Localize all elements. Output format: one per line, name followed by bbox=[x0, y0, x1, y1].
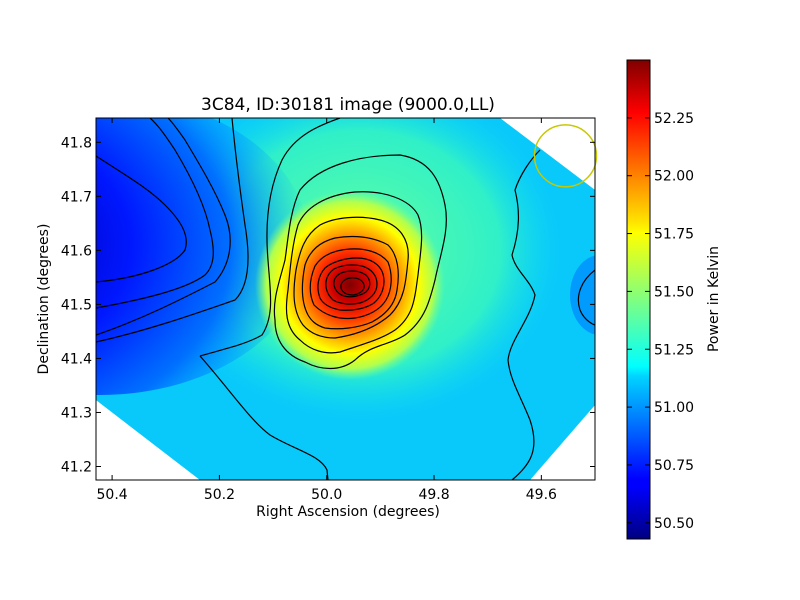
contour-lines bbox=[96, 118, 595, 480]
y-axis: 41.2 41.3 41.4 41.5 41.6 41.7 41.8 bbox=[61, 135, 595, 475]
colorbar-tick-label: 52.00 bbox=[654, 169, 694, 185]
y-tick-label: 41.5 bbox=[61, 297, 92, 313]
x-tick-label: 50.0 bbox=[311, 487, 342, 503]
y-axis-label: Declination (degrees) bbox=[36, 224, 52, 375]
x-axis: 50.4 50.2 50.0 49.8 49.6 bbox=[97, 118, 557, 503]
beam-circle bbox=[533, 124, 598, 188]
colorbar-tick-label: 50.50 bbox=[654, 516, 694, 532]
x-tick-label: 50.4 bbox=[97, 487, 128, 503]
colorbar-tick-label: 52.25 bbox=[654, 111, 694, 127]
chart-title: 3C84, ID:30181 image (9000.0,LL) bbox=[201, 95, 495, 115]
colorbar-label: Power in Kelvin bbox=[706, 246, 722, 352]
y-tick-label: 41.7 bbox=[61, 189, 92, 205]
colorbar-tick-label: 50.75 bbox=[654, 458, 694, 474]
y-tick-label: 41.2 bbox=[61, 459, 92, 475]
colorbar-ticks: 50.50 50.75 51.00 51.25 51.50 51.75 52.00 52.25 bbox=[627, 111, 694, 532]
colorbar-tick-label: 51.25 bbox=[654, 342, 694, 358]
colorbar-tick-label: 51.75 bbox=[654, 227, 694, 243]
x-axis-label: Right Ascension (degrees) bbox=[256, 504, 440, 520]
x-tick-label: 49.8 bbox=[418, 487, 449, 503]
colorbar-tick-label: 51.50 bbox=[654, 284, 694, 300]
y-tick-label: 41.6 bbox=[61, 243, 92, 259]
colorbar bbox=[626, 59, 651, 540]
y-tick-label: 41.4 bbox=[61, 351, 92, 367]
heatmap-image bbox=[96, 118, 595, 480]
plot-frame bbox=[95, 117, 596, 481]
x-tick-label: 49.6 bbox=[526, 487, 557, 503]
x-tick-label: 50.2 bbox=[204, 487, 235, 503]
y-tick-label: 41.3 bbox=[61, 405, 92, 421]
y-tick-label: 41.8 bbox=[61, 135, 92, 151]
colorbar-tick-label: 51.00 bbox=[654, 400, 694, 416]
